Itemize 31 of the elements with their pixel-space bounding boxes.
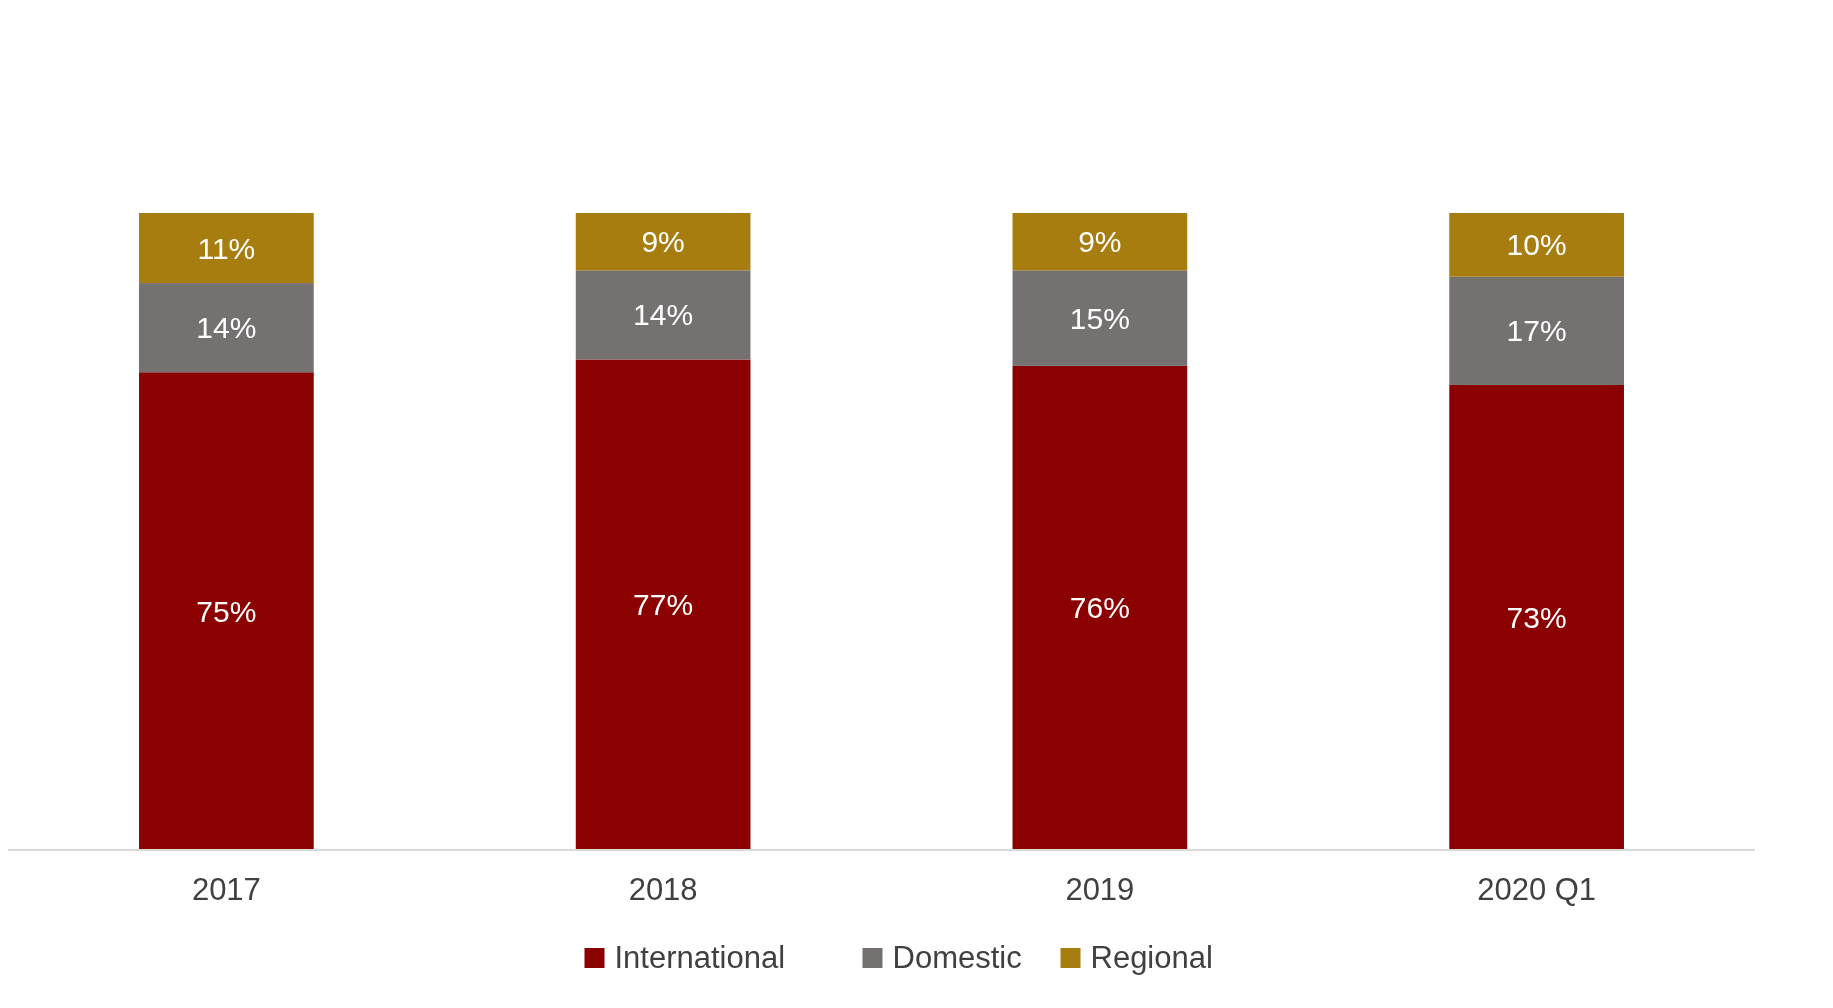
x-tick-label: 2017: [191, 872, 261, 907]
bar: [1012, 365, 1188, 850]
data-label: 75%: [196, 594, 257, 628]
data-label: 10%: [1506, 228, 1567, 262]
legend-label: Domestic: [892, 940, 1022, 975]
data-label: 15%: [1069, 301, 1130, 335]
legend-label: International: [614, 940, 786, 975]
x-tick-label: 2020 Q1: [1477, 872, 1597, 907]
data-label: 9%: [641, 225, 685, 259]
data-label: 77%: [633, 588, 694, 622]
data-label: 76%: [1069, 591, 1130, 625]
data-label: 73%: [1506, 600, 1567, 634]
bar: [575, 270, 751, 360]
bar: [139, 283, 314, 373]
legend-label: Regional: [1090, 940, 1213, 975]
data-label: 14%: [196, 311, 257, 345]
bar: [1012, 270, 1188, 366]
bar: [575, 359, 751, 850]
data-label: 14%: [633, 298, 694, 332]
bar: [1449, 384, 1624, 850]
bar: [1012, 213, 1188, 271]
bar: [1449, 276, 1624, 385]
data-label: 17%: [1506, 314, 1567, 348]
bar: [139, 213, 314, 284]
data-label: 9%: [1078, 225, 1122, 259]
bar: [575, 213, 751, 271]
data-label: 11%: [197, 231, 256, 265]
bar: [1449, 213, 1624, 277]
x-tick-label: 2018: [628, 872, 698, 907]
bar: [139, 372, 314, 850]
x-tick-label: 2019: [1065, 872, 1135, 907]
